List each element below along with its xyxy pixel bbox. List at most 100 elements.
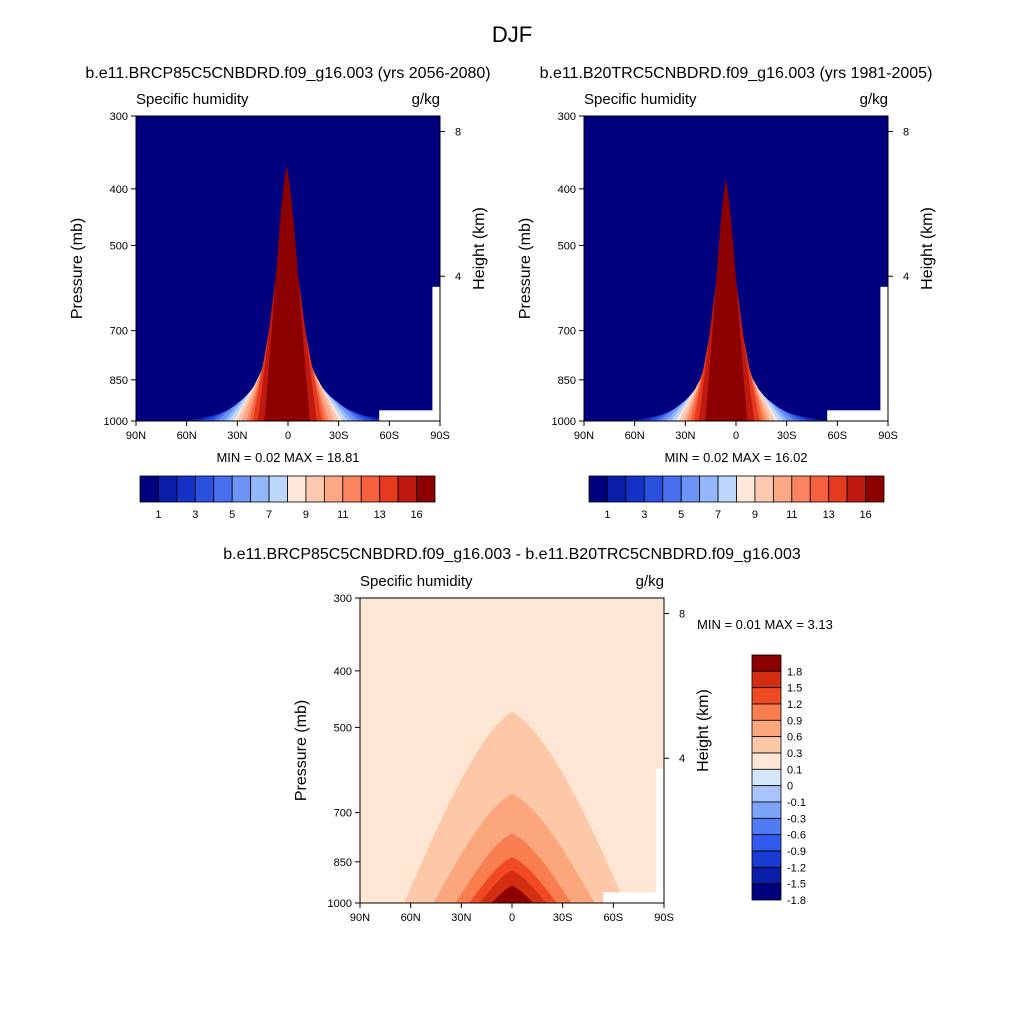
colorbar-swatch bbox=[231, 475, 252, 503]
colorbar-label: 0.3 bbox=[787, 748, 802, 760]
height-tick-label: 8 bbox=[455, 126, 461, 138]
contour-plot: 300 400 500 700 850 1000 8 4 90N 60N 30N 0 30S 60S 90S… bbox=[293, 593, 712, 924]
pressure-tick-label: 300 bbox=[558, 111, 576, 123]
units-label: g/kg bbox=[636, 573, 664, 590]
colorbar-label: 1.2 bbox=[787, 699, 802, 711]
pressure-tick-label: 400 bbox=[558, 184, 576, 196]
lat-tick-label: 30S bbox=[777, 430, 797, 442]
contour-fills bbox=[584, 116, 888, 421]
min-max-label: MIN = 0.01 MAX = 3.13 bbox=[697, 617, 833, 632]
pressure-tick-label: 300 bbox=[334, 593, 352, 605]
pressure-tick-label: 700 bbox=[558, 326, 576, 338]
colorbar-swatch bbox=[643, 475, 664, 503]
colorbar-swatch bbox=[754, 475, 774, 503]
colorbar-label: 5 bbox=[229, 509, 235, 521]
panel-future: b.e11.BRCP85C5CNBDRD.f09_g16.003 (yrs 20… bbox=[69, 65, 491, 521]
pressure-tick-label: 1000 bbox=[104, 416, 128, 428]
colorbar-swatch bbox=[751, 785, 782, 803]
colorbar-label: -0.6 bbox=[787, 830, 806, 842]
colorbar-label: -1.8 bbox=[787, 895, 806, 907]
height-tick-label: 4 bbox=[903, 271, 909, 283]
lat-tick-label: 0 bbox=[509, 912, 515, 924]
missing-data-region bbox=[379, 410, 440, 421]
colorbar-label: 0.9 bbox=[787, 715, 802, 727]
pressure-tick-label: 700 bbox=[110, 326, 128, 338]
colorbar-swatch bbox=[828, 475, 848, 503]
colorbar-label: 3 bbox=[192, 509, 198, 521]
height-tick-label: 8 bbox=[679, 608, 685, 620]
lat-tick-label: 60S bbox=[604, 912, 624, 924]
contour-level bbox=[264, 165, 310, 421]
colorbar-swatch bbox=[250, 475, 270, 503]
colorbar-swatch bbox=[662, 475, 682, 503]
colorbar-swatch bbox=[751, 703, 782, 721]
lat-tick-label: 60S bbox=[380, 430, 400, 442]
colorbar-swatch bbox=[751, 670, 782, 689]
colorbar-label: 1.5 bbox=[787, 683, 802, 695]
colorbar-label: 7 bbox=[715, 509, 721, 521]
colorbar-swatch bbox=[736, 475, 756, 503]
colorbar-label: -0.3 bbox=[787, 813, 806, 825]
missing-data-region bbox=[432, 286, 440, 421]
colorbar-label: 1.8 bbox=[787, 666, 802, 678]
colorbar-swatch bbox=[607, 475, 627, 503]
colorbar-swatch bbox=[865, 475, 885, 503]
lat-tick-label: 60N bbox=[401, 912, 421, 924]
contour-level bbox=[705, 179, 748, 421]
figure-title: DJF bbox=[492, 22, 532, 47]
pressure-tick-label: 500 bbox=[558, 240, 576, 252]
colorbar-label: 13 bbox=[374, 509, 386, 521]
pressure-tick-label: 400 bbox=[334, 666, 352, 678]
lat-tick-label: 60N bbox=[625, 430, 645, 442]
y-axis-title: Pressure (mb) bbox=[69, 218, 86, 319]
lat-tick-label: 30N bbox=[675, 430, 695, 442]
pressure-tick-label: 500 bbox=[334, 722, 352, 734]
colorbar-swatch bbox=[360, 475, 381, 503]
y-axis-title: Pressure (mb) bbox=[517, 218, 534, 319]
panel-title: b.e11.B20TRC5CNBDRD.f09_g16.003 (yrs 198… bbox=[540, 65, 933, 82]
colorbar-swatch bbox=[751, 736, 782, 754]
height-tick-label: 8 bbox=[903, 126, 909, 138]
contour-plot: 300 400 500 700 850 1000 8 4 90N 60N 30N 0 30S 60S 90S… bbox=[69, 111, 488, 442]
lat-tick-label: 90S bbox=[654, 912, 674, 924]
lat-tick-label: 30N bbox=[451, 912, 471, 924]
lat-tick-label: 0 bbox=[285, 430, 291, 442]
y-axis-title-right: Height (km) bbox=[919, 207, 936, 290]
colorbar-label: 1 bbox=[604, 509, 610, 521]
pressure-tick-label: 850 bbox=[110, 375, 128, 387]
units-label: g/kg bbox=[412, 91, 440, 108]
colorbar-swatch bbox=[139, 475, 159, 503]
colorbar-label: 9 bbox=[752, 509, 758, 521]
contour-fills bbox=[360, 598, 664, 903]
colorbar-label: 11 bbox=[786, 509, 797, 521]
colorbar-swatch bbox=[751, 883, 782, 901]
colorbar-swatch bbox=[588, 475, 608, 503]
colorbar-swatch bbox=[680, 475, 701, 503]
colorbar-swatch bbox=[416, 475, 436, 503]
colorbar-swatch bbox=[772, 475, 793, 503]
colorbar-swatch bbox=[751, 719, 782, 738]
lat-tick-label: 90N bbox=[350, 912, 370, 924]
pressure-tick-label: 1000 bbox=[552, 416, 576, 428]
colorbar-swatch bbox=[158, 475, 178, 503]
pressure-tick-label: 1000 bbox=[328, 898, 352, 910]
colorbar-label: 9 bbox=[303, 509, 309, 521]
colorbar-swatch bbox=[699, 475, 719, 503]
pressure-tick-label: 850 bbox=[334, 857, 352, 869]
variable-label: Specific humidity bbox=[584, 91, 697, 108]
min-max-label: MIN = 0.02 MAX = 18.81 bbox=[216, 450, 359, 465]
colorbar-swatch bbox=[397, 475, 417, 503]
y-axis-title-right: Height (km) bbox=[695, 689, 712, 772]
panel-present: b.e11.B20TRC5CNBDRD.f09_g16.003 (yrs 198… bbox=[517, 65, 936, 521]
colorbar-label: -1.2 bbox=[787, 862, 806, 874]
colorbar-swatch bbox=[751, 866, 782, 885]
colorbar-label: -1.5 bbox=[787, 879, 806, 891]
y-axis-title: Pressure (mb) bbox=[293, 700, 310, 801]
colorbar-label: 0.1 bbox=[787, 764, 802, 776]
colorbar-label: 0 bbox=[787, 781, 793, 793]
height-tick-label: 4 bbox=[679, 753, 685, 765]
colorbar-swatch bbox=[809, 475, 830, 503]
colorbar-label: 16 bbox=[410, 509, 422, 521]
lat-tick-label: 30N bbox=[227, 430, 247, 442]
